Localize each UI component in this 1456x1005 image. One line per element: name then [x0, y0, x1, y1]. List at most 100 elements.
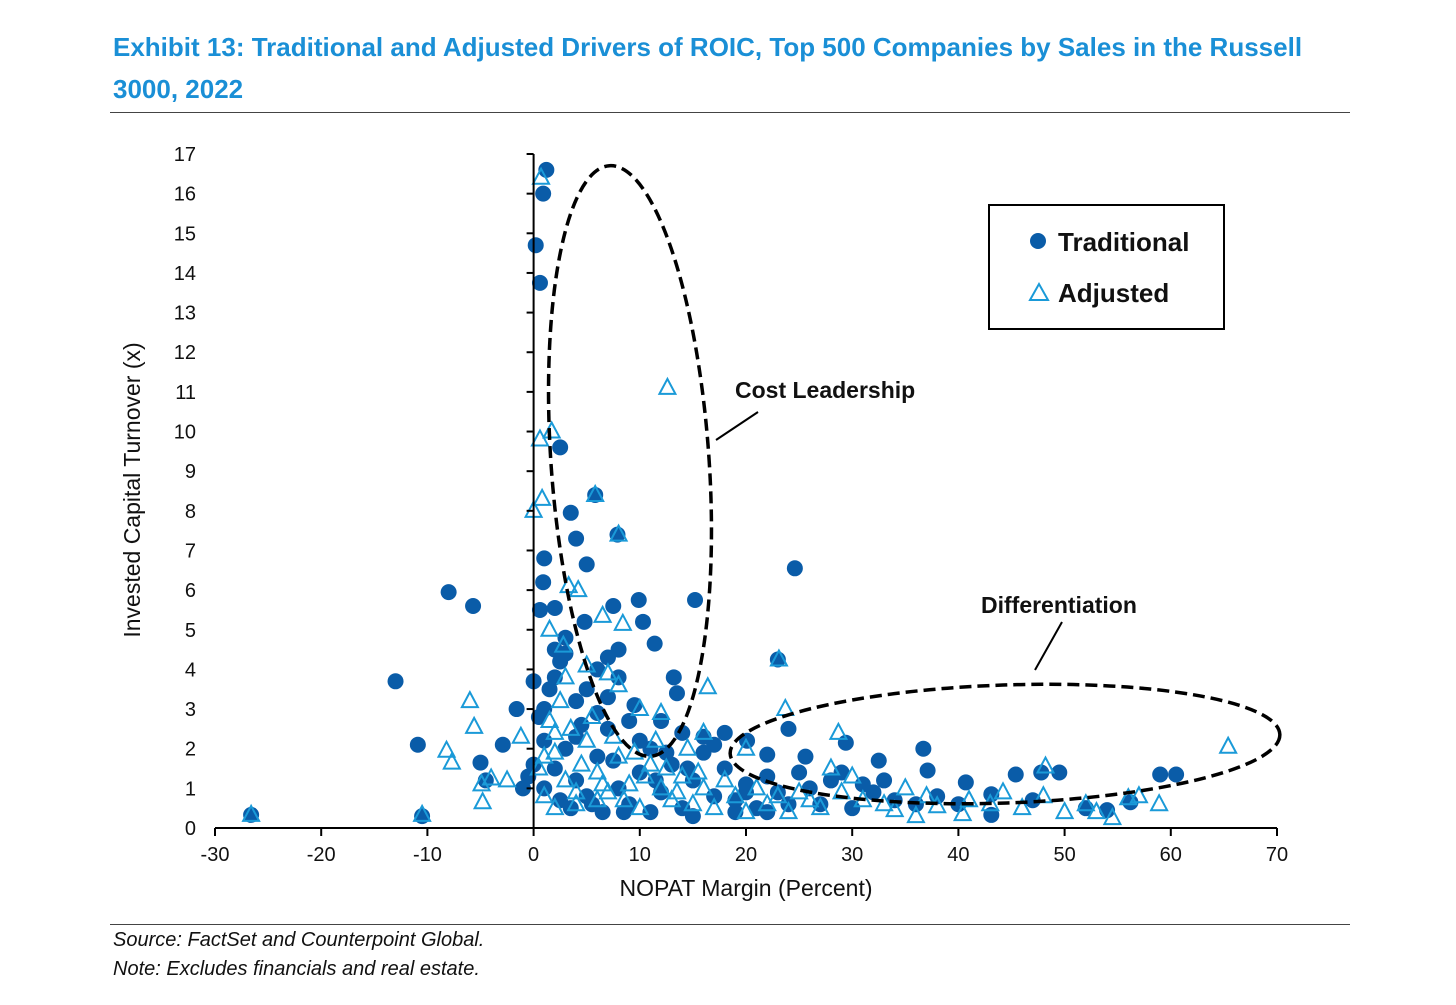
traditional-point	[589, 748, 606, 765]
exclusion-note: Note: Excludes financials and real estat…	[113, 958, 480, 980]
traditional-point	[535, 574, 552, 591]
adjusted-point	[555, 769, 576, 788]
differentiation-region	[728, 682, 1282, 806]
traditional-point	[568, 530, 585, 547]
adjusted-point	[442, 751, 462, 770]
x-axis-label: NOPAT Margin (Percent)	[619, 875, 872, 901]
traditional-point	[531, 601, 548, 618]
adjusted-point	[704, 797, 724, 816]
x-tick-label: 10	[629, 844, 651, 866]
y-tick-label: 8	[185, 501, 196, 523]
legend-circle-icon	[1030, 233, 1046, 249]
adjusted-point	[541, 420, 562, 439]
adjusted-point	[693, 721, 714, 740]
traditional-point	[472, 754, 489, 771]
adjusted-point	[529, 757, 549, 776]
adjusted-point	[688, 761, 708, 780]
adjusted-point	[566, 793, 586, 812]
traditional-point	[535, 185, 552, 202]
adjusted-point	[412, 803, 432, 822]
adjusted-point	[613, 612, 633, 631]
adjusted-point	[539, 618, 560, 637]
y-tick-label: 15	[174, 223, 196, 245]
adjusted-point	[683, 793, 703, 812]
adjusted-point	[1076, 793, 1096, 812]
y-tick-label: 2	[185, 739, 196, 761]
adjusted-point	[657, 376, 678, 395]
adjusted-point	[585, 483, 605, 502]
adjusted-point	[906, 804, 926, 824]
adjusted-point	[1054, 801, 1075, 820]
traditional-point	[1168, 766, 1185, 783]
traditional-point	[610, 641, 627, 658]
cost-leadership-ellipse: Cost Leadership	[546, 163, 915, 759]
traditional-point	[615, 804, 632, 821]
traditional-point	[546, 599, 563, 616]
adjusted-point	[534, 785, 554, 804]
traditional-point	[759, 768, 776, 785]
y-tick-label: 3	[185, 699, 196, 721]
traditional-point	[665, 669, 682, 686]
y-axis-label: Invested Capital Turnover (x)	[119, 342, 145, 637]
adjusted-point	[534, 745, 554, 764]
x-tick-label: 40	[947, 844, 969, 866]
x-tick-label: -20	[307, 844, 336, 866]
y-tick-label: 13	[174, 303, 196, 325]
adjusted-point	[952, 802, 973, 822]
adjusted-point	[725, 785, 746, 804]
adjusted-point	[471, 773, 492, 792]
traditional-point	[578, 681, 595, 698]
cost-leadership-region	[546, 163, 714, 759]
adjusted-point	[545, 797, 565, 816]
adjusted-point	[582, 705, 602, 724]
traditional-point	[1051, 764, 1068, 781]
traditional-point	[674, 724, 691, 741]
differentiation-label: Differentiation	[981, 592, 1137, 618]
adjusted-point	[436, 739, 457, 758]
traditional-point	[552, 792, 569, 809]
adjusted-point	[1118, 787, 1138, 806]
adjusted-point	[550, 690, 570, 709]
x-tick-label: -10	[413, 844, 442, 866]
traditional-point	[759, 746, 776, 763]
traditional-point	[568, 728, 585, 745]
traditional-point	[587, 486, 604, 503]
adjusted-point	[746, 777, 767, 796]
traditional-point	[915, 740, 932, 757]
y-tick-label: 12	[174, 342, 196, 364]
y-tick-label: 0	[185, 818, 196, 840]
adjusted-point	[1012, 797, 1032, 816]
traditional-point	[634, 613, 651, 630]
adjusted-point	[736, 737, 756, 756]
traditional-point	[243, 806, 260, 823]
adjusted-point	[555, 666, 576, 685]
traditional-point	[630, 592, 647, 609]
traditional-point	[440, 584, 457, 601]
traditional-point	[387, 673, 404, 690]
adjusted-point	[698, 676, 718, 695]
source-note: Source: FactSet and Counterpoint Global.	[113, 929, 485, 951]
traditional-point	[465, 597, 482, 614]
traditional-point	[589, 661, 606, 678]
adjusted-point	[630, 697, 650, 717]
adjusted-point	[568, 578, 588, 598]
adjusted-point	[241, 803, 261, 822]
adjusted-point	[598, 662, 618, 681]
adjusted-point	[635, 765, 655, 784]
traditional-point	[599, 689, 616, 706]
adjusted-point	[769, 648, 789, 667]
adjusted-point	[821, 757, 841, 776]
adjusted-point	[497, 769, 517, 788]
traditional-point	[631, 732, 648, 749]
traditional-point	[494, 736, 511, 753]
adjusted-point	[842, 765, 862, 784]
adjusted-point	[472, 791, 493, 810]
traditional-point	[621, 712, 638, 729]
traditional-point	[786, 560, 803, 577]
adjusted-point	[532, 487, 552, 506]
adjusted-point	[608, 523, 629, 542]
adjusted-point	[1218, 735, 1238, 754]
adjusted-point	[768, 785, 788, 804]
traditional-point	[679, 760, 696, 777]
adjusted-point	[587, 761, 607, 780]
